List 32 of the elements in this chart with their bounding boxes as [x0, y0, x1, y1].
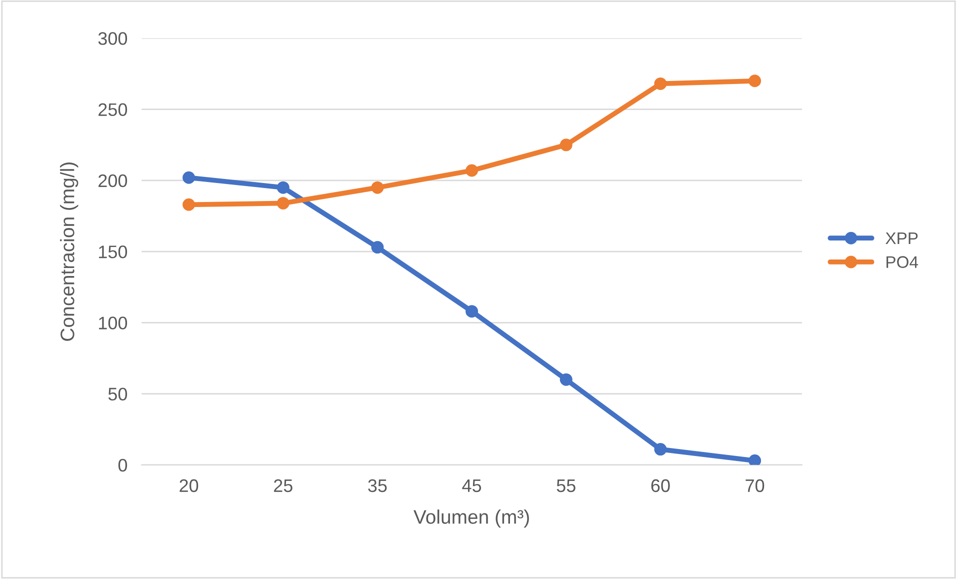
y-axis-title: Concentracion (mg/l) [60, 162, 78, 341]
y-tick-label: 0 [118, 458, 128, 472]
point [182, 171, 196, 184]
x-tick-label: 60 [651, 479, 670, 492]
point [748, 454, 762, 465]
legend-label: XPP [886, 232, 918, 244]
x-tick-label: 20 [180, 479, 198, 492]
point [466, 164, 478, 177]
point [276, 196, 290, 210]
point [466, 305, 478, 318]
y-tick-label: 100 [99, 316, 128, 330]
point [654, 443, 667, 456]
x-tick-label: 25 [274, 479, 292, 492]
point [560, 373, 572, 386]
point [182, 198, 196, 211]
y-tick-label: 200 [98, 174, 128, 188]
y-tick-label: 150 [99, 246, 128, 258]
point [371, 181, 384, 194]
y-tick-label: 50 [108, 388, 128, 401]
x-tick-label: 45 [462, 479, 482, 492]
y-tick-label: 300 [98, 32, 128, 45]
x-tick-label: 35 [368, 479, 387, 492]
point [654, 77, 667, 90]
point [748, 74, 762, 88]
x-tick-label: 70 [746, 479, 764, 492]
point [276, 181, 290, 194]
y-tick-label: 250 [98, 103, 128, 116]
legend-label: PO4 [886, 256, 918, 268]
point [371, 241, 384, 254]
x-tick-label: 55 [556, 479, 576, 492]
point [560, 138, 572, 152]
x-axis-title: Volumen (m³) [414, 510, 529, 528]
